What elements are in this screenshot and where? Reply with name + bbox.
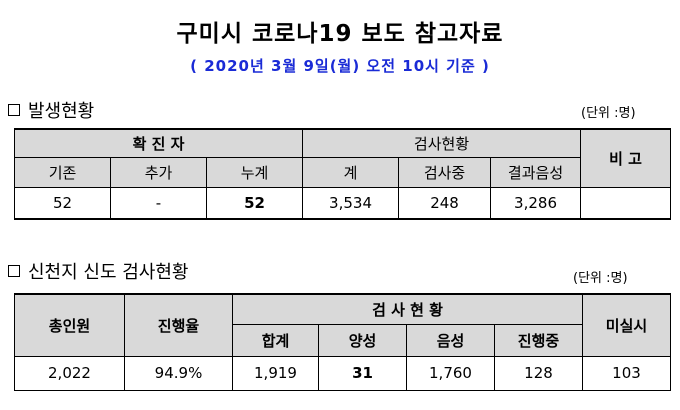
- col-testing: 검사중: [398, 156, 492, 188]
- cell-existing: 52: [14, 186, 111, 220]
- col-added: 추가: [110, 156, 207, 188]
- col-ongoing: 진행중: [494, 323, 583, 357]
- unit-label: (단위 :명): [581, 106, 636, 121]
- col-positive: 양성: [318, 323, 407, 357]
- col-members: 총인원: [14, 293, 125, 357]
- unit-label: (단위 :명): [573, 271, 628, 286]
- cell-members: 2,022: [14, 355, 125, 391]
- group-test-header: 검 사 현 황: [232, 293, 583, 325]
- cell-unchecked: 103: [582, 355, 671, 391]
- cell-added: -: [110, 186, 207, 220]
- checkbox-icon: [8, 265, 20, 277]
- section-occurrence-label: 발생현황: [28, 101, 95, 122]
- col-existing: 기존: [14, 156, 111, 188]
- cell-progress: 94.9%: [124, 355, 233, 391]
- col-total: 합계: [232, 323, 319, 357]
- table-row: 2,022 94.9% 1,919 31 1,760 128 103: [14, 355, 671, 391]
- col-negative: 결과음성: [490, 156, 582, 188]
- page-subtitle: ( 2020년 3월 9일(월) 오전 10시 기준 ): [190, 57, 490, 75]
- cell-sum: 3,534: [302, 186, 400, 220]
- occurrence-table: 확 진 자 검사현황 비 고 기존 추가 누계 계 검사중 결과음성 52 - …: [13, 128, 672, 220]
- col-total: 누계: [205, 156, 304, 188]
- group-test-header: 검사현황: [302, 128, 582, 158]
- group-confirmed-header: 확 진 자: [13, 128, 304, 158]
- cell-ongoing: 128: [494, 355, 583, 391]
- col-progress: 진행율: [124, 293, 233, 357]
- checkbox-icon: [8, 104, 20, 116]
- cell-total: 52: [205, 186, 304, 220]
- section-shincheonji-heading: 신천지 신도 검사현황: [8, 258, 188, 284]
- cell-negative: 1,760: [406, 355, 495, 391]
- cell-total: 1,919: [232, 355, 319, 391]
- remark-header: 비 고: [580, 128, 672, 188]
- col-negative: 음성: [406, 323, 495, 357]
- col-sum: 계: [302, 156, 400, 188]
- col-unchecked: 미실시: [582, 293, 671, 357]
- cell-negative: 3,286: [490, 186, 582, 220]
- section-shincheonji-label: 신천지 신도 검사현황: [28, 262, 189, 283]
- cell-positive: 31: [318, 355, 407, 391]
- section-occurrence-heading: 발생현황: [8, 97, 94, 123]
- page-title: 구미시 코로나19 보도 참고자료: [176, 21, 504, 47]
- cell-remark: [580, 186, 672, 220]
- table-row: 52 - 52 3,534 248 3,286: [14, 186, 672, 220]
- shincheonji-table: 총인원 진행율 검 사 현 황 미실시 합계 양성 음성 진행중 2,022 9…: [14, 293, 671, 391]
- cell-testing: 248: [398, 186, 492, 220]
